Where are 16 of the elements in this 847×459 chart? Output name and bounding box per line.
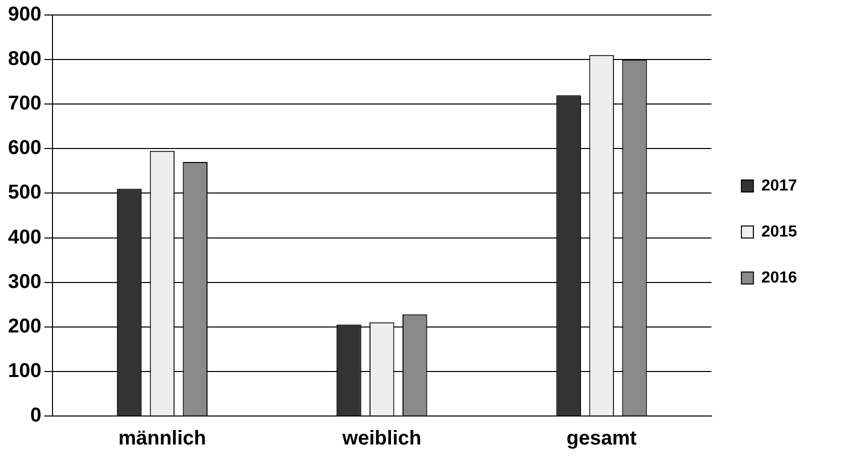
y-tick-label: 0 [30,404,42,427]
legend-label: 2017 [761,177,798,194]
legend-label: 2016 [761,269,798,286]
x-tick-label: gesamt [566,428,637,450]
y-tick-label: 800 [8,48,42,70]
y-tick-label: 400 [8,226,42,248]
x-tick-label: weiblich [341,428,422,450]
y-tick-label: 200 [8,315,42,338]
x-tick-label: männlich [118,428,206,450]
y-tick-label: 900 [8,4,42,26]
y-tick-label: 500 [8,182,42,204]
y-tick-label: 300 [8,270,42,293]
legend-label: 2015 [761,223,798,240]
y-tick-label: 100 [8,360,42,382]
y-tick-label: 600 [8,137,42,160]
y-tick-label: 700 [8,92,42,115]
